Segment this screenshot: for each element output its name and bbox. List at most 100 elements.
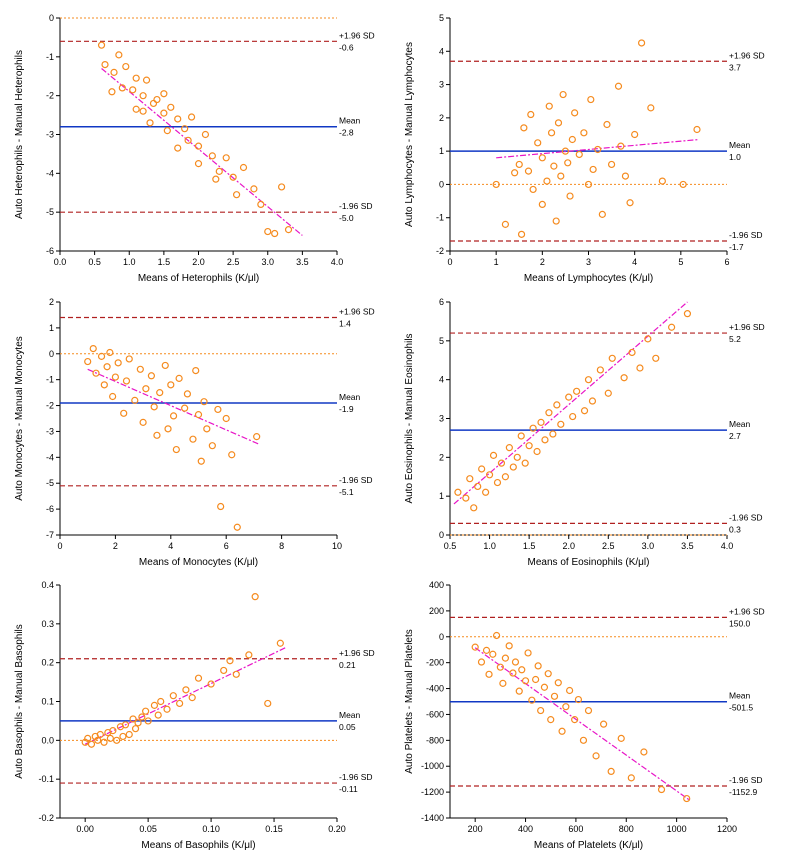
panel-lymphocytes: 0123456-2-1012345+1.96 SD3.7Mean1.0-1.96… [400, 10, 782, 286]
svg-text:3.5: 3.5 [296, 257, 309, 267]
svg-text:-1.96 SD: -1.96 SD [339, 201, 373, 211]
svg-text:200: 200 [468, 824, 483, 834]
svg-text:2.0: 2.0 [562, 541, 575, 551]
svg-text:+1.96 SD: +1.96 SD [339, 306, 375, 316]
svg-text:-2: -2 [46, 400, 54, 410]
svg-text:-7: -7 [46, 530, 54, 540]
svg-text:2.7: 2.7 [729, 431, 741, 441]
svg-text:3.7: 3.7 [729, 62, 741, 72]
svg-text:4: 4 [439, 374, 444, 384]
svg-text:1.0: 1.0 [123, 257, 136, 267]
svg-text:0.00: 0.00 [76, 824, 94, 834]
svg-text:6: 6 [439, 297, 444, 307]
svg-text:5: 5 [439, 335, 444, 345]
svg-text:4.0: 4.0 [331, 257, 344, 267]
svg-text:Mean: Mean [729, 419, 751, 429]
svg-text:Auto Platelets - Manual Platel: Auto Platelets - Manual Platelets [404, 630, 415, 775]
svg-text:3.5: 3.5 [681, 541, 694, 551]
svg-text:-1: -1 [436, 213, 444, 223]
svg-text:-5: -5 [46, 478, 54, 488]
svg-text:3: 3 [439, 80, 444, 90]
svg-text:-1152.9: -1152.9 [729, 787, 757, 797]
svg-text:0.15: 0.15 [265, 824, 283, 834]
svg-text:-2.8: -2.8 [339, 128, 354, 138]
svg-text:2: 2 [113, 541, 118, 551]
svg-text:6: 6 [724, 257, 729, 267]
svg-text:-3: -3 [46, 130, 54, 140]
svg-text:Mean: Mean [729, 691, 751, 701]
svg-text:1000: 1000 [667, 824, 687, 834]
svg-text:400: 400 [429, 580, 444, 590]
svg-text:-800: -800 [426, 736, 444, 746]
svg-text:200: 200 [429, 606, 444, 616]
svg-text:-1.9: -1.9 [339, 404, 354, 414]
svg-text:0: 0 [439, 530, 444, 540]
svg-text:2.0: 2.0 [192, 257, 205, 267]
svg-text:600: 600 [568, 824, 583, 834]
svg-text:-1.96 SD: -1.96 SD [729, 512, 763, 522]
svg-text:0.05: 0.05 [139, 824, 157, 834]
svg-text:2: 2 [439, 113, 444, 123]
svg-text:1200: 1200 [717, 824, 737, 834]
svg-text:-3: -3 [46, 426, 54, 436]
svg-text:-600: -600 [426, 710, 444, 720]
svg-text:0.5: 0.5 [444, 541, 457, 551]
svg-text:-1: -1 [46, 52, 54, 62]
svg-text:6: 6 [224, 541, 229, 551]
svg-text:-200: -200 [426, 658, 444, 668]
svg-text:1.5: 1.5 [158, 257, 171, 267]
svg-text:0.21: 0.21 [339, 660, 356, 670]
svg-text:-1000: -1000 [421, 762, 444, 772]
panel-eosinophils: 0.51.01.52.02.53.03.54.00123456+1.96 SD5… [400, 294, 782, 570]
svg-text:400: 400 [518, 824, 533, 834]
svg-text:0: 0 [57, 541, 62, 551]
svg-text:-1200: -1200 [421, 787, 444, 797]
svg-text:2: 2 [49, 297, 54, 307]
svg-text:1: 1 [49, 323, 54, 333]
svg-text:4: 4 [168, 541, 173, 551]
svg-text:4: 4 [632, 257, 637, 267]
svg-text:0: 0 [49, 348, 54, 358]
svg-text:-1.96 SD: -1.96 SD [339, 474, 373, 484]
svg-text:-6: -6 [46, 246, 54, 256]
panel-basophils: 0.000.050.100.150.20-0.2-0.10.00.10.20.3… [10, 577, 392, 853]
svg-text:Auto Heterophils - Manual Hete: Auto Heterophils - Manual Heterophils [14, 50, 25, 219]
svg-text:+1.96 SD: +1.96 SD [729, 50, 765, 60]
svg-text:Mean: Mean [339, 116, 361, 126]
svg-text:0.20: 0.20 [328, 824, 346, 834]
svg-text:3.0: 3.0 [642, 541, 655, 551]
svg-text:1.0: 1.0 [729, 152, 741, 162]
svg-text:-4: -4 [46, 452, 54, 462]
svg-text:0.0: 0.0 [54, 257, 67, 267]
svg-text:Auto Eosinophils - Manual Eosi: Auto Eosinophils - Manual Eosinophils [404, 333, 415, 503]
svg-text:2.5: 2.5 [227, 257, 240, 267]
svg-text:0.1: 0.1 [41, 697, 54, 707]
svg-text:Means of Basophils (K/μl): Means of Basophils (K/μl) [141, 840, 255, 851]
svg-text:Means of Heterophils (K/μl): Means of Heterophils (K/μl) [138, 273, 259, 284]
svg-text:0: 0 [49, 13, 54, 23]
svg-text:150.0: 150.0 [729, 619, 751, 629]
svg-text:1.5: 1.5 [523, 541, 536, 551]
svg-text:Mean: Mean [729, 140, 751, 150]
svg-text:0.4: 0.4 [41, 580, 54, 590]
svg-text:1: 1 [439, 491, 444, 501]
svg-text:3: 3 [439, 413, 444, 423]
svg-text:Mean: Mean [339, 710, 361, 720]
svg-text:4: 4 [439, 46, 444, 56]
svg-text:1: 1 [494, 257, 499, 267]
svg-text:-1.96 SD: -1.96 SD [729, 230, 763, 240]
chart-grid: 0.00.51.01.52.02.53.03.54.0-6-5-4-3-2-10… [10, 10, 782, 853]
svg-text:-5.0: -5.0 [339, 213, 354, 223]
svg-text:3: 3 [586, 257, 591, 267]
svg-text:-1.7: -1.7 [729, 242, 744, 252]
svg-text:0.05: 0.05 [339, 722, 356, 732]
svg-text:5.2: 5.2 [729, 334, 741, 344]
svg-text:Auto Basophils - Manual Basoph: Auto Basophils - Manual Basophils [14, 625, 25, 780]
svg-text:800: 800 [619, 824, 634, 834]
svg-text:-5: -5 [46, 207, 54, 217]
svg-text:Auto Lymphocytes - Manual Lymp: Auto Lymphocytes - Manual Lymphocytes [404, 42, 415, 227]
svg-text:1.0: 1.0 [483, 541, 496, 551]
svg-text:-501.5: -501.5 [729, 703, 753, 713]
svg-text:10: 10 [332, 541, 342, 551]
svg-text:+1.96 SD: +1.96 SD [339, 30, 375, 40]
